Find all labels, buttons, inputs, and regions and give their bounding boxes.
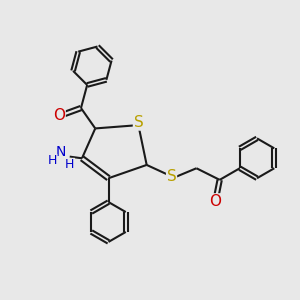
Text: S: S — [134, 115, 143, 130]
Text: S: S — [167, 169, 176, 184]
Text: O: O — [209, 194, 221, 209]
Text: N: N — [55, 145, 66, 159]
Text: H: H — [47, 154, 57, 167]
Text: H: H — [65, 158, 74, 171]
Text: O: O — [53, 108, 65, 123]
